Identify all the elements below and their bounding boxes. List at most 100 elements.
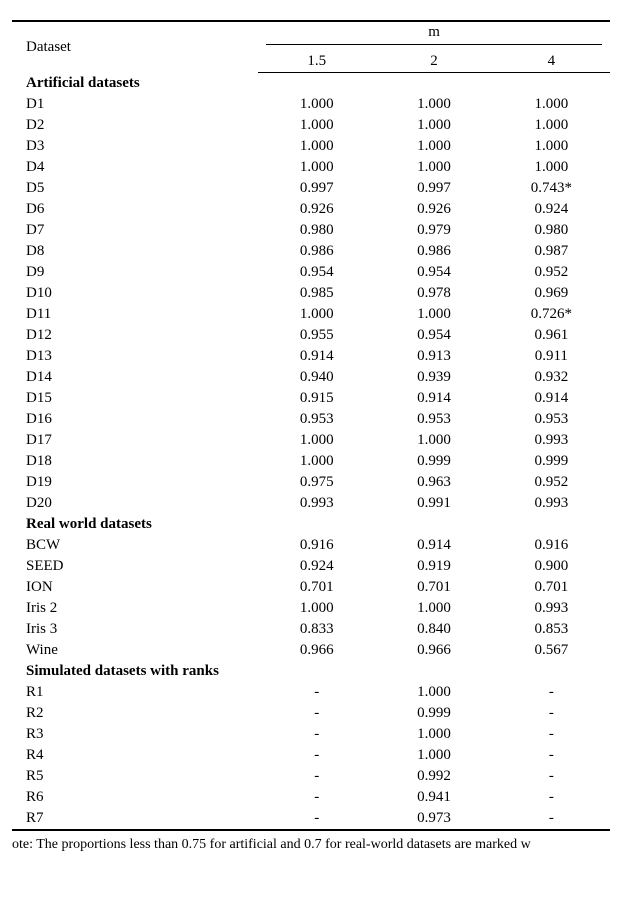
dataset-name: D19 bbox=[12, 472, 258, 493]
table-row: D181.0000.9990.999 bbox=[12, 451, 610, 472]
cell-value: 0.939 bbox=[375, 367, 492, 388]
section-header: Artificial datasets bbox=[12, 73, 610, 95]
cell-value: 0.941 bbox=[375, 787, 492, 808]
dataset-name: D7 bbox=[12, 220, 258, 241]
cell-value: 0.999 bbox=[493, 451, 610, 472]
dataset-name: R4 bbox=[12, 745, 258, 766]
cell-value: - bbox=[258, 766, 375, 787]
cell-value: 0.993 bbox=[493, 598, 610, 619]
table-row: D140.9400.9390.932 bbox=[12, 367, 610, 388]
cell-value: 0.833 bbox=[258, 619, 375, 640]
table-row: D50.9970.9970.743* bbox=[12, 178, 610, 199]
cell-value: 0.743* bbox=[493, 178, 610, 199]
cell-value: 0.991 bbox=[375, 493, 492, 514]
cell-value: 0.932 bbox=[493, 367, 610, 388]
cell-value: 0.915 bbox=[258, 388, 375, 409]
dataset-name: R1 bbox=[12, 682, 258, 703]
cell-value: 1.000 bbox=[493, 157, 610, 178]
table-row: D90.9540.9540.952 bbox=[12, 262, 610, 283]
cell-value: 1.000 bbox=[375, 115, 492, 136]
cell-value: 1.000 bbox=[258, 136, 375, 157]
dataset-name: Iris 3 bbox=[12, 619, 258, 640]
dataset-name: D12 bbox=[12, 325, 258, 346]
table-row: D160.9530.9530.953 bbox=[12, 409, 610, 430]
table-row: R3-1.000- bbox=[12, 724, 610, 745]
table-row: D60.9260.9260.924 bbox=[12, 199, 610, 220]
cell-value: - bbox=[258, 787, 375, 808]
dataset-name: D20 bbox=[12, 493, 258, 514]
header-col-3: 4 bbox=[493, 51, 610, 73]
cell-value: 0.916 bbox=[493, 535, 610, 556]
dataset-name: BCW bbox=[12, 535, 258, 556]
table-row: D31.0001.0001.000 bbox=[12, 136, 610, 157]
cell-value: 1.000 bbox=[375, 724, 492, 745]
table-row: R4-1.000- bbox=[12, 745, 610, 766]
table-row: R6-0.941- bbox=[12, 787, 610, 808]
cell-value: 1.000 bbox=[375, 682, 492, 703]
cell-value: 0.940 bbox=[258, 367, 375, 388]
cell-value: - bbox=[493, 703, 610, 724]
cell-value: 0.999 bbox=[375, 703, 492, 724]
dataset-name: D5 bbox=[12, 178, 258, 199]
cell-value: 0.701 bbox=[258, 577, 375, 598]
cell-value: 0.926 bbox=[375, 199, 492, 220]
cell-value: 0.979 bbox=[375, 220, 492, 241]
table-row: D150.9150.9140.914 bbox=[12, 388, 610, 409]
cell-value: 0.953 bbox=[258, 409, 375, 430]
cell-value: 0.955 bbox=[258, 325, 375, 346]
dataset-name: D17 bbox=[12, 430, 258, 451]
dataset-name: D9 bbox=[12, 262, 258, 283]
cell-value: - bbox=[258, 703, 375, 724]
cell-value: 1.000 bbox=[375, 598, 492, 619]
cell-value: 1.000 bbox=[493, 115, 610, 136]
dataset-name: R2 bbox=[12, 703, 258, 724]
section-header: Simulated datasets with ranks bbox=[12, 661, 610, 682]
dataset-name: Wine bbox=[12, 640, 258, 661]
dataset-name: D4 bbox=[12, 157, 258, 178]
cell-value: 1.000 bbox=[375, 304, 492, 325]
table-row: D41.0001.0001.000 bbox=[12, 157, 610, 178]
cell-value: 1.000 bbox=[375, 430, 492, 451]
cell-value: 0.952 bbox=[493, 472, 610, 493]
cell-value: 0.926 bbox=[258, 199, 375, 220]
cell-value: 0.961 bbox=[493, 325, 610, 346]
table-row: R7-0.973- bbox=[12, 808, 610, 830]
results-table: Dataset m 1.5 2 4 Artificial datasetsD11… bbox=[12, 20, 610, 831]
cell-value: 0.985 bbox=[258, 283, 375, 304]
dataset-name: D13 bbox=[12, 346, 258, 367]
cell-value: 0.999 bbox=[375, 451, 492, 472]
header-m: m bbox=[258, 21, 610, 51]
cell-value: 0.913 bbox=[375, 346, 492, 367]
cell-value: - bbox=[258, 682, 375, 703]
table-row: R5-0.992- bbox=[12, 766, 610, 787]
dataset-name: Iris 2 bbox=[12, 598, 258, 619]
header-dataset: Dataset bbox=[12, 21, 258, 73]
cell-value: 0.924 bbox=[493, 199, 610, 220]
cell-value: 1.000 bbox=[258, 598, 375, 619]
dataset-name: D1 bbox=[12, 94, 258, 115]
dataset-name: D3 bbox=[12, 136, 258, 157]
cell-value: 0.954 bbox=[258, 262, 375, 283]
dataset-name: D16 bbox=[12, 409, 258, 430]
table-row: Iris 30.8330.8400.853 bbox=[12, 619, 610, 640]
table-row: R1-1.000- bbox=[12, 682, 610, 703]
cell-value: 0.916 bbox=[258, 535, 375, 556]
cell-value: 0.919 bbox=[375, 556, 492, 577]
dataset-name: D11 bbox=[12, 304, 258, 325]
cell-value: - bbox=[493, 766, 610, 787]
cell-value: 1.000 bbox=[258, 94, 375, 115]
dataset-name: D18 bbox=[12, 451, 258, 472]
cell-value: 0.997 bbox=[258, 178, 375, 199]
cell-value: 0.973 bbox=[375, 808, 492, 830]
table-row: D80.9860.9860.987 bbox=[12, 241, 610, 262]
cell-value: 0.987 bbox=[493, 241, 610, 262]
dataset-name: D14 bbox=[12, 367, 258, 388]
cell-value: 0.963 bbox=[375, 472, 492, 493]
dataset-name: D10 bbox=[12, 283, 258, 304]
cell-value: 1.000 bbox=[375, 136, 492, 157]
dataset-name: R6 bbox=[12, 787, 258, 808]
cell-value: 0.840 bbox=[375, 619, 492, 640]
cell-value: - bbox=[493, 682, 610, 703]
cell-value: - bbox=[493, 745, 610, 766]
cell-value: 0.701 bbox=[375, 577, 492, 598]
